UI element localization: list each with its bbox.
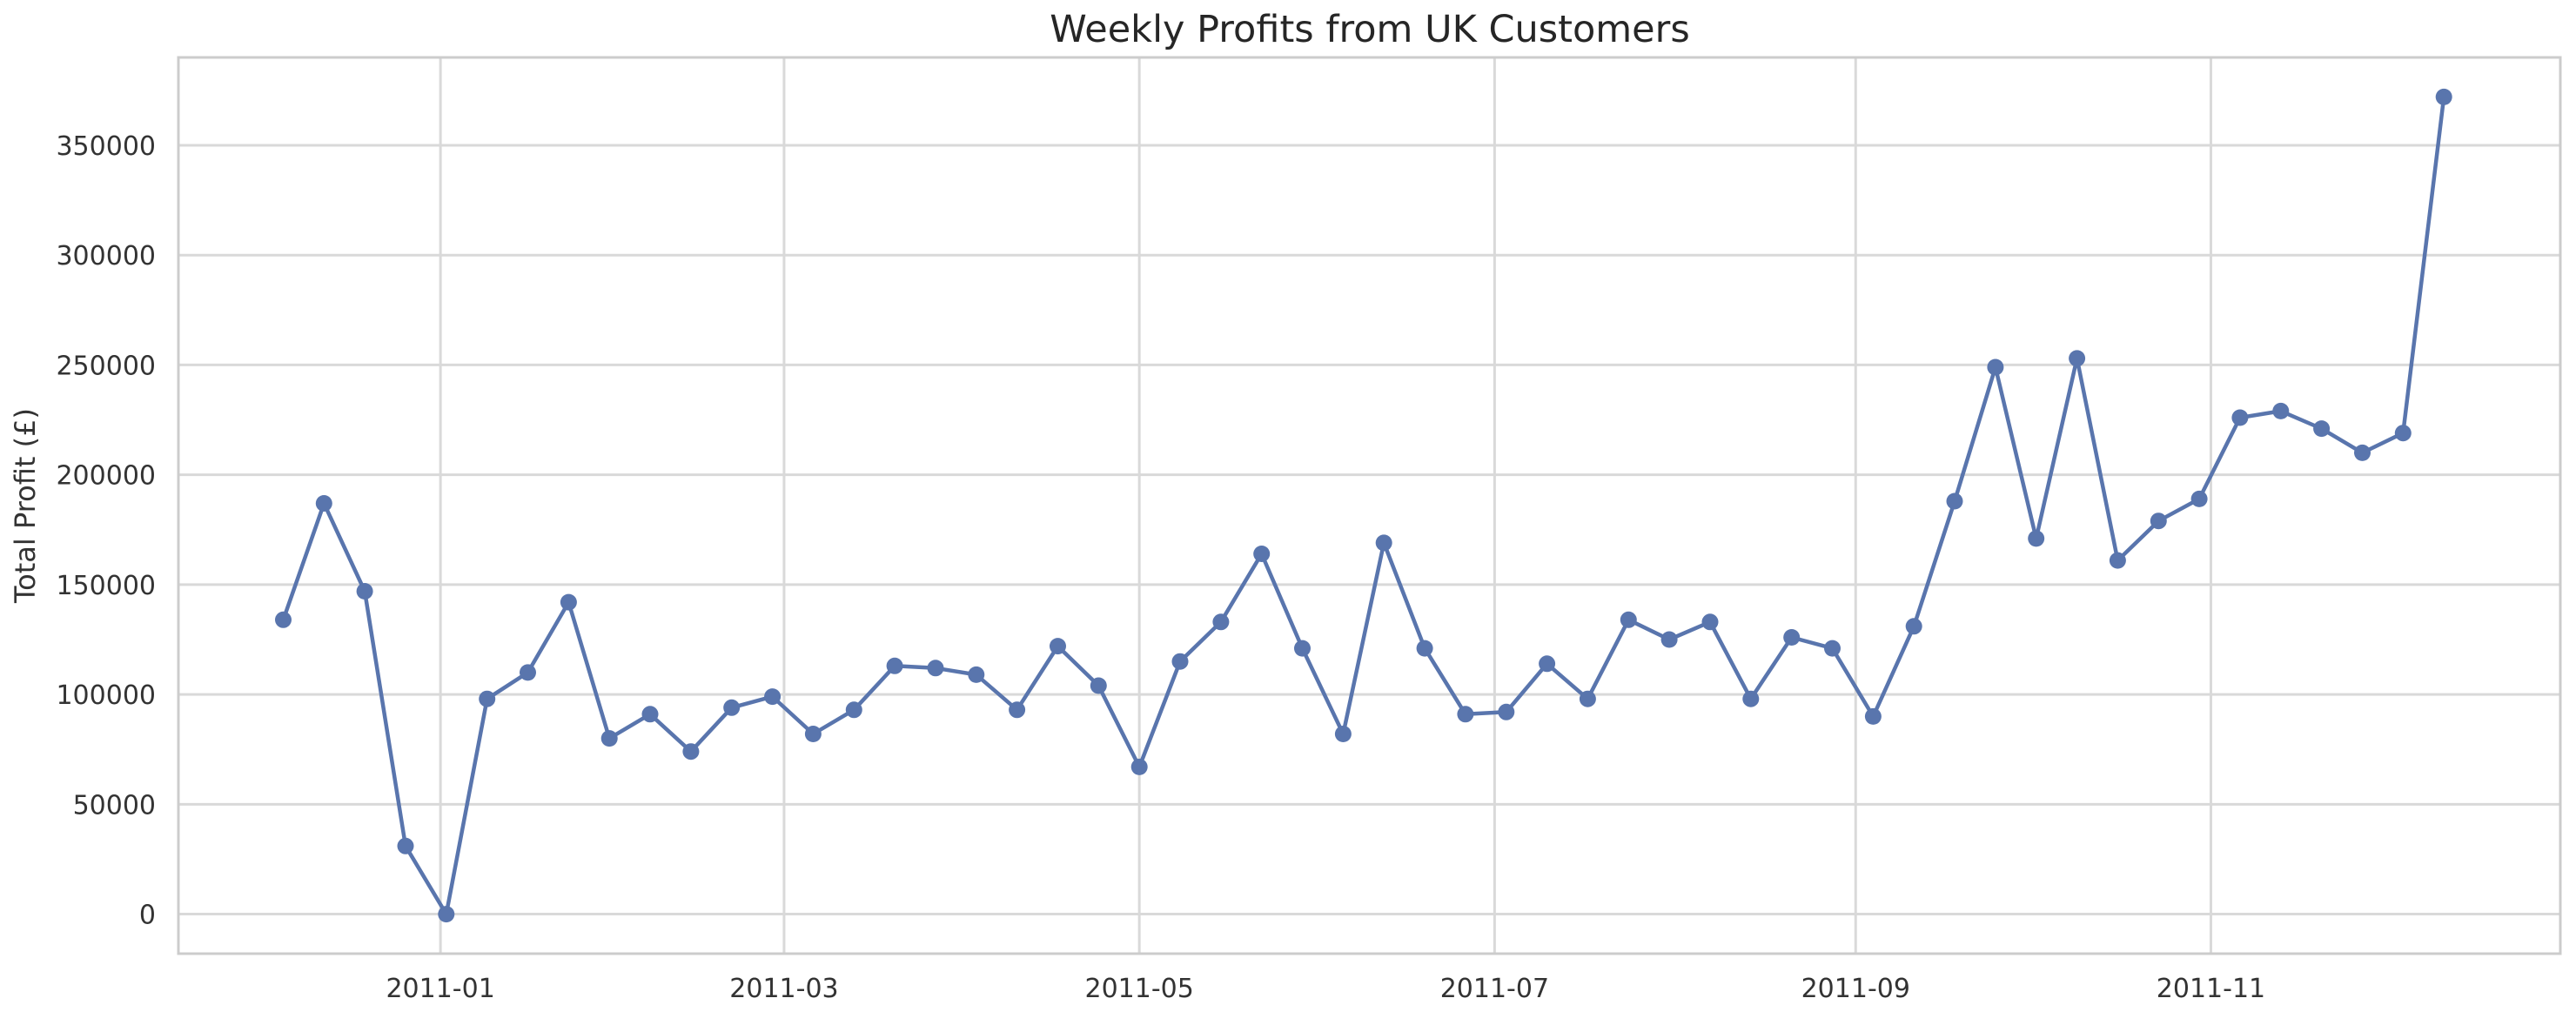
data-point	[1009, 701, 1026, 719]
data-point	[2231, 409, 2249, 426]
data-point	[2028, 530, 2045, 547]
data-point	[438, 906, 455, 923]
data-point	[682, 743, 700, 760]
data-point	[1212, 613, 1230, 631]
data-point	[2150, 512, 2167, 530]
data-point	[1946, 492, 1963, 510]
data-point	[1742, 690, 1760, 707]
data-point	[1905, 618, 1922, 635]
x-tick-label: 2011-05	[1084, 974, 1193, 1004]
y-tick-label: 100000	[56, 680, 156, 711]
data-point	[1457, 706, 1474, 723]
data-point	[1987, 358, 2004, 376]
y-tick-label: 0	[139, 901, 156, 931]
data-point	[2354, 444, 2371, 461]
data-point	[600, 730, 618, 747]
data-point	[1171, 653, 1189, 670]
data-point	[1375, 534, 1392, 552]
x-tick-label: 2011-07	[1440, 974, 1549, 1004]
data-point	[927, 660, 944, 677]
data-point	[723, 699, 741, 716]
data-point	[2272, 402, 2290, 419]
plot-frame	[177, 56, 2562, 955]
data-point	[2069, 350, 2086, 367]
data-point	[1416, 640, 1433, 657]
data-point	[1824, 640, 1841, 657]
data-point	[1050, 638, 1066, 655]
y-tick-label: 150000	[56, 571, 156, 601]
data-point	[1783, 629, 1801, 646]
data-point	[275, 611, 292, 628]
y-tick-labels: 0 50000 100000 150000 200000 250000 300000 3500…	[56, 131, 156, 931]
data-point	[2190, 490, 2208, 507]
data-point	[1294, 640, 1311, 657]
series-layer	[275, 88, 2452, 923]
y-gridlines	[178, 144, 2560, 916]
data-point	[1498, 703, 1515, 720]
y-tick-label: 300000	[56, 241, 156, 271]
data-point	[479, 690, 496, 707]
data-point	[2435, 88, 2452, 105]
x-tick-labels: 2011-01 2011-03 2011-05 2011-07 2011-09 2011-…	[386, 974, 2265, 1004]
data-point	[1090, 677, 1107, 694]
data-point	[804, 726, 822, 742]
data-point	[560, 593, 577, 611]
data-point	[356, 583, 373, 600]
x-tick-label: 2011-11	[2157, 974, 2265, 1004]
data-point	[397, 837, 414, 854]
chart-title: Weekly Profits from UK Customers	[1050, 8, 1689, 51]
x-tick-label: 2011-03	[729, 974, 838, 1004]
x-tick-label: 2011-01	[386, 974, 494, 1004]
data-point	[641, 706, 659, 723]
data-point	[845, 701, 862, 719]
data-point	[1130, 758, 1148, 775]
data-point	[520, 664, 536, 681]
data-point	[1660, 631, 1678, 648]
data-point	[886, 657, 903, 674]
data-point	[2109, 552, 2126, 569]
series-line	[281, 97, 2446, 916]
data-point	[2313, 420, 2331, 438]
y-tick-label: 50000	[73, 790, 156, 821]
data-point	[764, 688, 782, 706]
data-point	[1701, 613, 1719, 631]
x-gridlines	[439, 57, 2212, 954]
y-tick-label: 250000	[56, 351, 156, 381]
data-point	[1620, 611, 1637, 628]
data-point	[1864, 707, 1882, 725]
data-point	[1539, 655, 1556, 673]
y-axis-label: Total Profit (£)	[9, 408, 42, 604]
data-point	[1334, 726, 1352, 742]
data-point	[1579, 690, 1596, 707]
data-point	[1253, 546, 1271, 562]
x-tick-label: 2011-09	[1801, 974, 1910, 1004]
y-tick-label: 200000	[56, 461, 156, 492]
data-point	[2394, 425, 2412, 442]
data-point	[968, 666, 985, 683]
data-point	[315, 495, 332, 512]
y-tick-label: 350000	[56, 131, 156, 162]
